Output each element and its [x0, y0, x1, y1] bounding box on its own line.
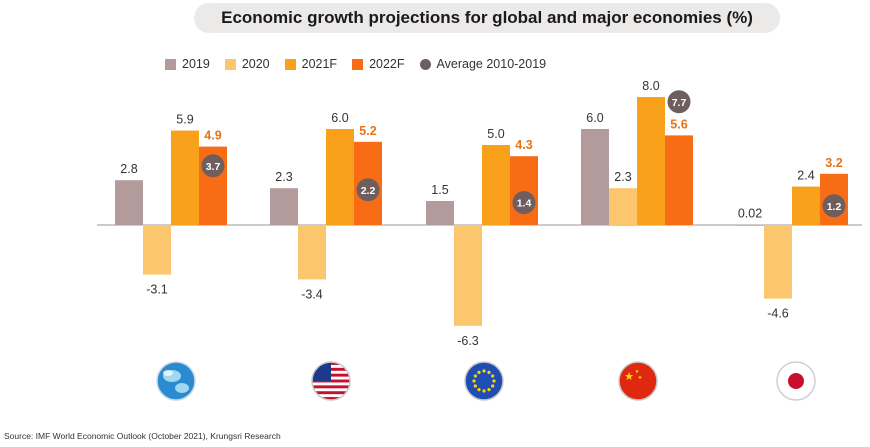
data-label-2021f-4: 2.4 [797, 169, 814, 183]
average-marker-0 [201, 154, 225, 178]
svg-text:★: ★ [624, 370, 634, 383]
us-flag-icon [311, 361, 351, 401]
category-group-euro-area: 1.5 -6.3 5.0 4.3 1.4 [426, 127, 538, 348]
legend-swatch [284, 58, 296, 70]
legend-swatch [352, 58, 364, 70]
data-label-2020-4: -4.6 [767, 307, 789, 321]
average-marker-1 [356, 178, 380, 202]
legend-item-average-2010-2019: Average 2010-2019 [419, 57, 547, 71]
chart-title-banner: Economic growth projections for global a… [194, 3, 780, 33]
source-note: Source: IMF World Economic Outlook (Octo… [4, 431, 281, 441]
average-marker-3 [667, 90, 691, 114]
average-label-2: 1.4 [517, 198, 532, 210]
bar-2019-1 [270, 188, 298, 225]
category-group-united-states: 2.3 -3.4 6.0 5.2 2.2 [270, 111, 382, 301]
data-label-2020-1: -3.4 [301, 287, 323, 301]
bar-2021f-1 [326, 129, 354, 225]
legend-label: 2021F [301, 57, 338, 71]
average-label-1: 2.2 [361, 185, 376, 197]
data-label-2019-4: 0.02 [738, 207, 762, 221]
data-label-2022f-0: 4.9 [204, 129, 221, 143]
legend-label: 2020 [241, 57, 270, 71]
average-label-3: 7.7 [672, 97, 687, 109]
bar-2020-2 [454, 225, 482, 326]
average-marker-4 [822, 194, 846, 218]
category-group-global: 2.8 -3.1 5.9 4.9 3.7 [115, 113, 227, 297]
data-label-2022f-2: 4.3 [515, 138, 532, 152]
average-marker-2 [512, 191, 536, 215]
china-flag-icon: ★ ★★ [618, 361, 658, 401]
data-label-2019-2: 1.5 [431, 183, 448, 197]
data-label-2022f-4: 3.2 [825, 156, 842, 170]
bar-2021f-2 [482, 145, 510, 225]
data-label-2020-0: -3.1 [146, 283, 168, 297]
legend-swatch [419, 58, 431, 70]
chart-legend: 2019 2020 2021F 2022F Average 2010-2019 [165, 55, 561, 73]
globe-icon [156, 361, 196, 401]
chart-title: Economic growth projections for global a… [221, 8, 753, 27]
data-label-2021f-2: 5.0 [487, 127, 504, 141]
data-label-2020-2: -6.3 [457, 334, 479, 348]
data-label-2022f-1: 5.2 [359, 124, 376, 138]
legend-label: Average 2010-2019 [436, 57, 547, 71]
bar-2020-1 [298, 225, 326, 280]
eu-flag-icon [464, 361, 504, 401]
bar-2019-0 [115, 180, 143, 225]
legend-item-2022f: 2022F [352, 57, 405, 71]
legend-label: 2019 [182, 57, 210, 71]
bar-2021f-3 [637, 97, 665, 225]
bar-2020-4 [764, 225, 792, 299]
bar-2021f-0 [171, 130, 199, 225]
legend-item-2019: 2019 [165, 57, 210, 71]
bar-2019-3 [581, 129, 609, 225]
bar-2020-3 [609, 188, 637, 225]
legend-label: 2022F [369, 57, 405, 71]
bar-2019-4 [736, 224, 764, 226]
category-group-japan: 0.02 -4.6 2.4 3.2 1.2 [736, 156, 848, 321]
svg-text:★: ★ [638, 375, 643, 381]
data-label-2021f-0: 5.9 [176, 113, 193, 127]
svg-text:★: ★ [635, 369, 640, 375]
data-label-2021f-3: 8.0 [642, 79, 659, 93]
average-label-4: 1.2 [827, 201, 842, 213]
bar-2021f-4 [792, 186, 820, 225]
data-label-2020-3: 2.3 [614, 170, 631, 184]
bar-2022f-2 [510, 156, 538, 225]
legend-item-2021f: 2021F [284, 57, 338, 71]
data-label-2021f-1: 6.0 [331, 111, 348, 125]
japan-flag-icon [776, 361, 816, 401]
data-label-2022f-3: 5.6 [670, 117, 687, 131]
data-label-2019-0: 2.8 [120, 162, 137, 176]
legend-item-2020: 2020 [224, 57, 270, 71]
bar-2019-2 [426, 201, 454, 225]
legend-swatch [224, 58, 236, 70]
bar-2022f-3 [665, 135, 693, 225]
category-group-china: 6.0 2.3 8.0 5.6 7.7 [581, 79, 693, 225]
data-label-2019-1: 2.3 [275, 170, 292, 184]
data-label-2019-3: 6.0 [586, 111, 603, 125]
bar-2020-0 [143, 225, 171, 275]
average-label-0: 3.7 [206, 161, 221, 173]
legend-swatch [165, 58, 176, 70]
